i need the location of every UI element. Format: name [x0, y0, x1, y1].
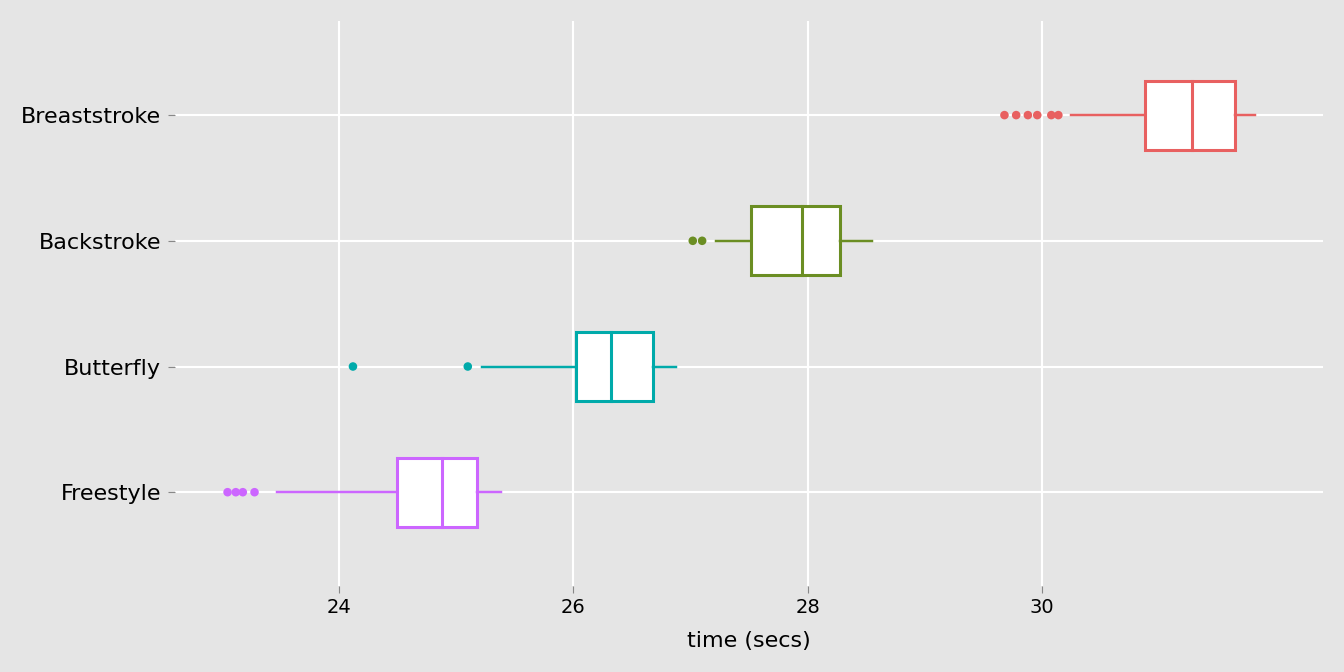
Point [224, 487, 246, 497]
Point [233, 487, 254, 497]
Point [243, 487, 265, 497]
Point [1005, 110, 1027, 120]
Point [1040, 110, 1062, 120]
Point [1017, 110, 1039, 120]
Bar [575, 332, 653, 401]
Point [216, 487, 238, 497]
Bar [398, 458, 477, 527]
Point [1027, 110, 1048, 120]
Bar [751, 206, 840, 276]
Point [343, 361, 364, 372]
Point [457, 361, 478, 372]
Point [691, 235, 712, 246]
Point [1047, 110, 1068, 120]
Point [993, 110, 1015, 120]
Point [681, 235, 703, 246]
X-axis label: time (secs): time (secs) [687, 631, 810, 651]
Bar [1145, 81, 1235, 150]
